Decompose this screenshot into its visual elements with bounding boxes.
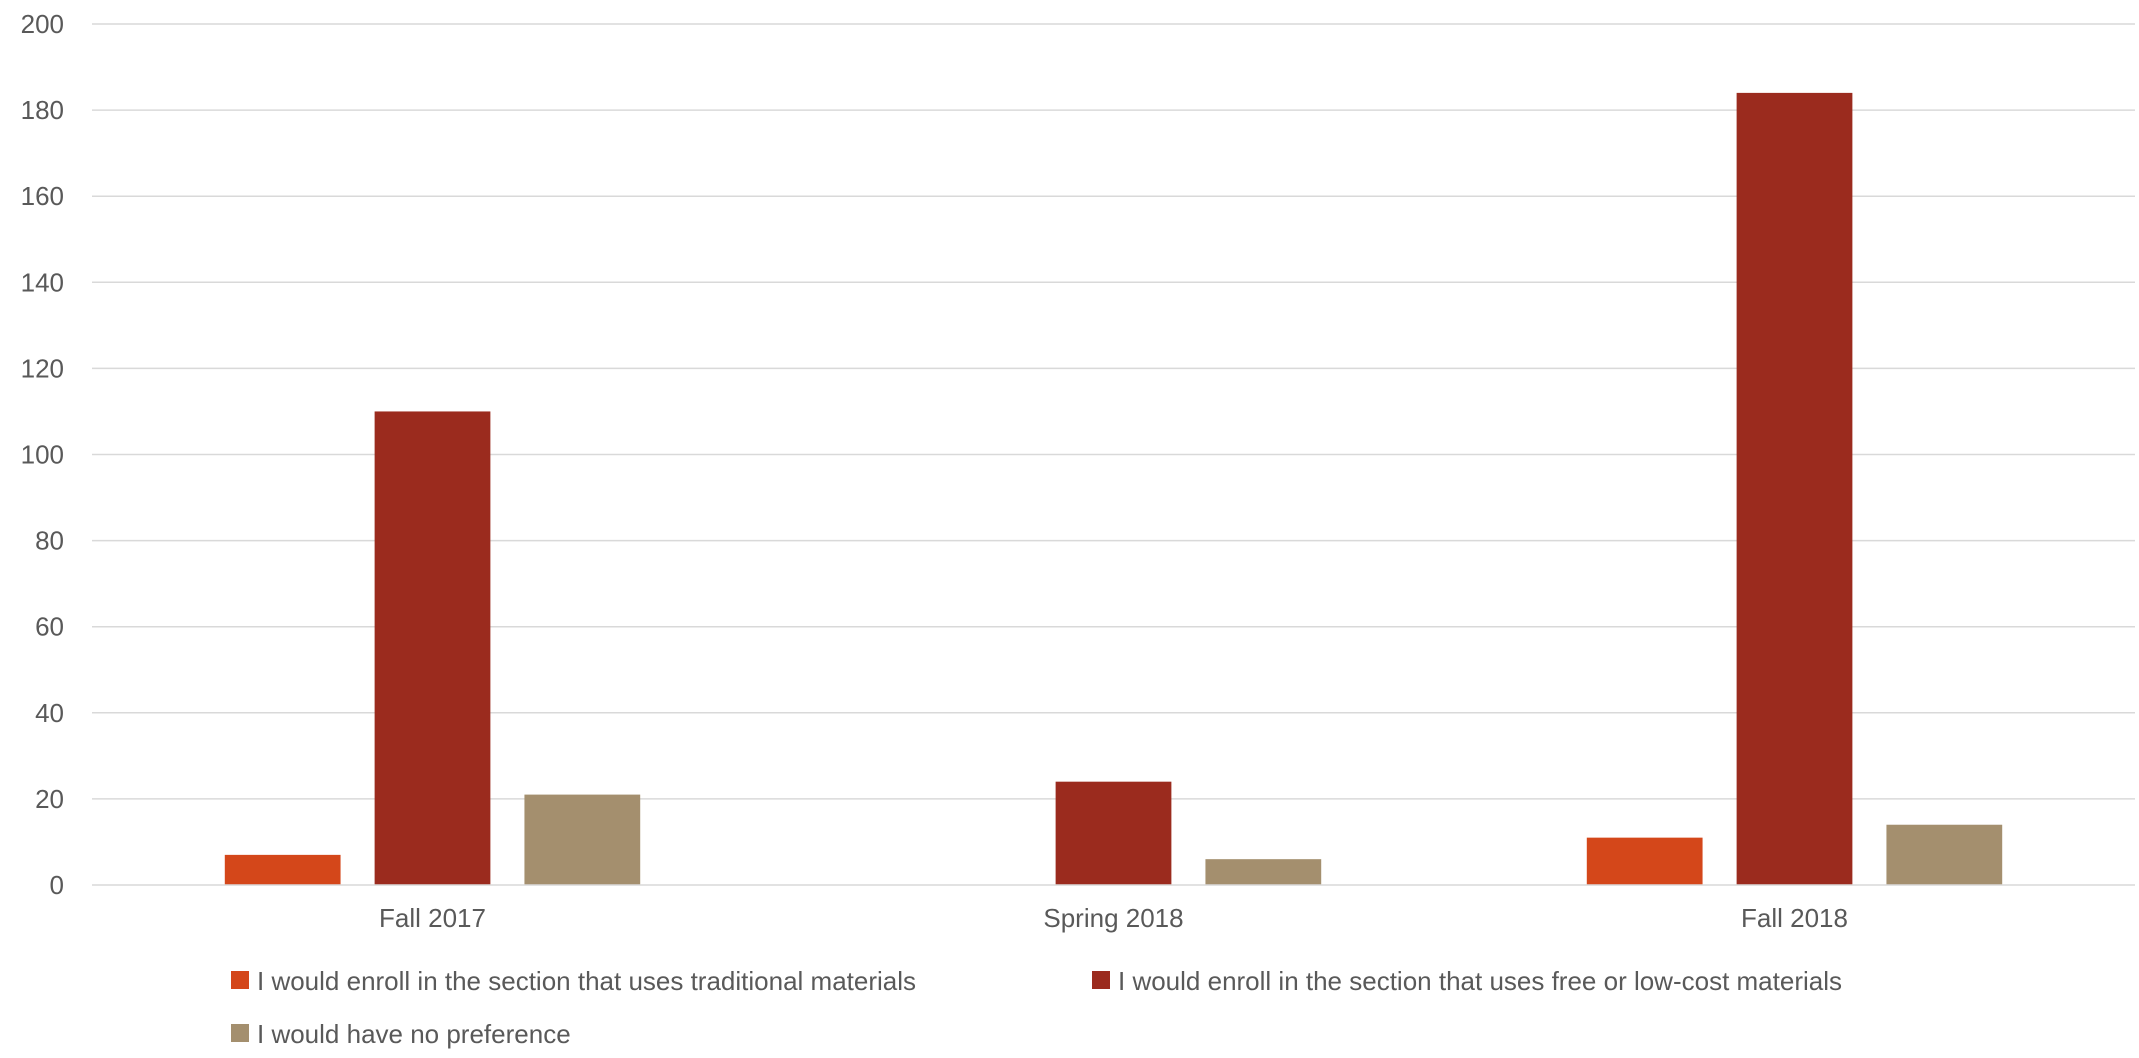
y-tick-label: 80 [35, 526, 64, 556]
y-tick-label: 20 [35, 784, 64, 814]
bars [224, 92, 2003, 885]
y-axis-tick-labels: 0 20 40 60 80 100 120 140 160 180 200 [21, 9, 64, 900]
bar [524, 794, 641, 885]
y-tick-label: 60 [35, 612, 64, 642]
y-tick-label: 120 [21, 353, 64, 383]
y-tick-label: 200 [21, 9, 64, 39]
legend-label: I would have no preference [257, 1019, 571, 1049]
legend-entry: I would enroll in the section that uses … [1092, 966, 1842, 996]
y-tick-label: 140 [21, 267, 64, 297]
legend-swatch [231, 1024, 249, 1042]
y-tick-label: 100 [21, 440, 64, 470]
legend-label: I would enroll in the section that uses … [1118, 966, 1842, 996]
bar [1886, 824, 2003, 885]
bar [1055, 781, 1172, 885]
y-tick-label: 0 [50, 870, 64, 900]
legend: I would enroll in the section that uses … [231, 966, 1842, 1049]
y-tick-label: 40 [35, 698, 64, 728]
y-tick-label: 160 [21, 181, 64, 211]
legend-entry: I would have no preference [231, 1019, 571, 1049]
x-tick-label: Fall 2018 [1741, 903, 1848, 933]
bar [1736, 92, 1853, 885]
legend-swatch [1092, 971, 1110, 989]
x-tick-label: Fall 2017 [379, 903, 486, 933]
bar [374, 411, 491, 885]
y-tick-label: 180 [21, 95, 64, 125]
legend-entry: I would enroll in the section that uses … [231, 966, 916, 996]
bar [224, 854, 341, 885]
x-tick-label: Spring 2018 [1043, 903, 1183, 933]
legend-label: I would enroll in the section that uses … [257, 966, 916, 996]
legend-swatch [231, 971, 249, 989]
bar [1205, 859, 1322, 885]
bar [1586, 837, 1703, 885]
x-axis-tick-labels: Fall 2017 Spring 2018 Fall 2018 [379, 903, 1848, 933]
